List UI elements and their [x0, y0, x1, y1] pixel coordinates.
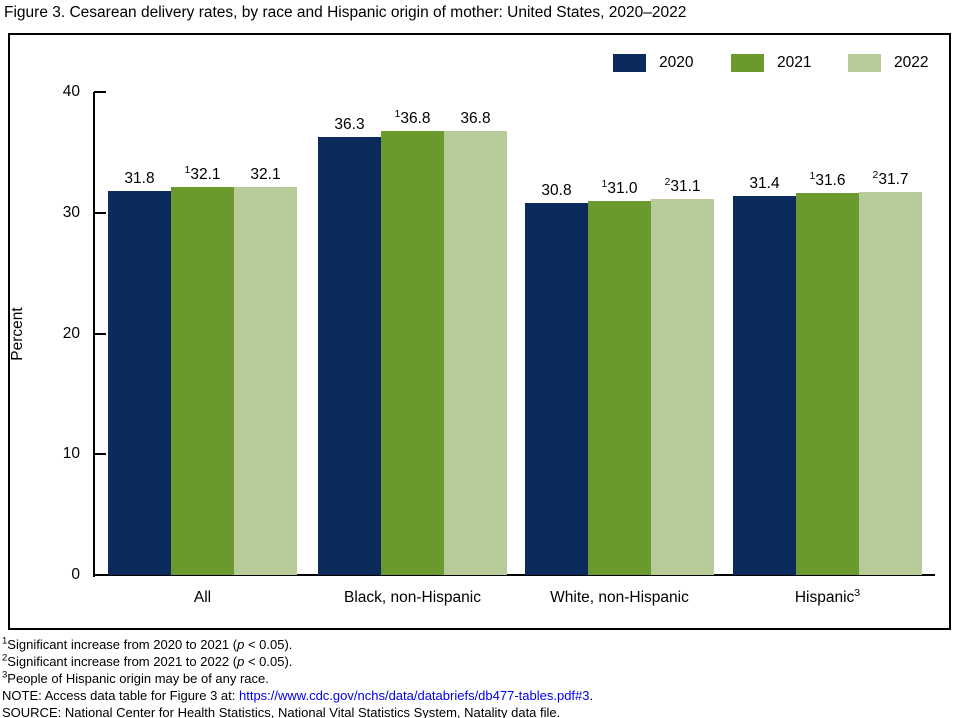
y-tick-label-10: 10 — [62, 445, 80, 463]
bar-value-2021-Hispanic: 131.6 — [809, 170, 846, 190]
bar-value-2020-White, non-Hispanic: 30.8 — [541, 182, 572, 200]
legend-item-2020: 2020 — [613, 53, 693, 73]
bar-2020-Hispanic — [733, 195, 796, 575]
category-label-White, non-Hispanic: White, non-Hispanic — [550, 589, 689, 606]
footnote-2-post: < 0.05). — [244, 654, 293, 669]
legend-item-2022: 2022 — [848, 53, 928, 73]
footnote-3-sup: 3 — [2, 669, 8, 681]
bar-2020-White, non-Hispanic — [525, 203, 588, 575]
bar-2021-Black, non-Hispanic — [381, 130, 444, 575]
bar-2022-Hispanic — [859, 192, 922, 575]
footnote-1-sup: 1 — [2, 635, 8, 647]
y-axis-title: Percent — [9, 307, 26, 361]
legend-swatch-2020 — [613, 54, 646, 72]
footnote-2-text: Significant increase from 2021 to 2022 ( — [7, 654, 238, 669]
note-after: . — [589, 688, 594, 703]
legend-label-2022: 2022 — [894, 54, 929, 71]
footnote-3-text: People of Hispanic origin may be of any … — [7, 671, 269, 686]
note-line: NOTE: Access data table for Figure 3 at:… — [2, 688, 593, 703]
bar-2022-White, non-Hispanic — [651, 199, 714, 575]
bar-2022-Black, non-Hispanic — [444, 130, 507, 575]
bar-value-2022-White, non-Hispanic: 231.1 — [664, 176, 701, 196]
bar-2020-Black, non-Hispanic — [318, 136, 381, 575]
footnote-1-post: < 0.05). — [244, 637, 293, 652]
data-table-link[interactable]: https://www.cdc.gov/nchs/data/databriefs… — [239, 688, 590, 703]
category-label-Hispanic: Hispanic3 — [794, 586, 861, 606]
footnote-2: 2Significant increase from 2021 to 2022 … — [2, 652, 293, 669]
bar-value-2020-Hispanic: 31.4 — [749, 174, 780, 192]
footnote-2-sup: 2 — [2, 652, 8, 664]
bar-value-2020-All: 31.8 — [124, 170, 155, 187]
bar-2021-Hispanic — [796, 193, 859, 575]
x-axis-line — [93, 574, 935, 576]
y-tick-30 — [94, 211, 106, 214]
y-tick-0 — [94, 574, 106, 576]
bar-value-2021-All: 132.1 — [184, 164, 221, 184]
footnote-2-italic: p — [237, 654, 245, 669]
y-tick-label-20: 20 — [62, 324, 80, 342]
bar-value-2022-Hispanic: 231.7 — [872, 169, 909, 189]
y-tick-label-40: 40 — [62, 83, 80, 100]
bar-value-2022-All: 32.1 — [250, 166, 281, 184]
source-line: SOURCE: National Center for Health Stati… — [2, 705, 561, 718]
bar-2020-All — [108, 191, 171, 575]
legend-swatch-2022 — [848, 54, 881, 72]
category-label-All: All — [193, 589, 212, 606]
bar-value-2020-Black, non-Hispanic: 36.3 — [334, 115, 365, 133]
footnote-1: 1Significant increase from 2020 to 2021 … — [2, 635, 293, 652]
figure-title: Figure 3. Cesarean delivery rates, by ra… — [4, 4, 687, 21]
bar-2021-All — [171, 187, 234, 575]
y-tick-10 — [94, 453, 106, 456]
legend-swatch-2021 — [731, 54, 764, 72]
bar-value-2022-Black, non-Hispanic: 36.8 — [460, 109, 491, 127]
footnote-1-text: Significant increase from 2020 to 2021 ( — [7, 637, 238, 652]
legend-label-2020: 2020 — [659, 54, 694, 71]
bar-value-2021-White, non-Hispanic: 131.0 — [601, 177, 638, 197]
y-tick-20 — [94, 332, 106, 335]
legend-item-2021: 2021 — [731, 53, 811, 73]
bar-value-2021-Black, non-Hispanic: 136.8 — [394, 107, 431, 127]
bar-2022-All — [234, 187, 297, 575]
bar-2021-White, non-Hispanic — [588, 200, 651, 575]
note-label: NOTE: Access data table for Figure 3 at: — [2, 688, 239, 703]
footnote-3: 3People of Hispanic origin may be of any… — [2, 669, 269, 686]
y-axis-line — [93, 92, 95, 577]
category-label-Black, non-Hispanic: Black, non-Hispanic — [344, 589, 481, 606]
y-tick-40 — [94, 91, 106, 93]
y-tick-label-30: 30 — [62, 203, 80, 221]
footnote-1-italic: p — [237, 637, 245, 652]
y-tick-label-0: 0 — [71, 566, 80, 583]
legend-label-2021: 2021 — [777, 54, 812, 71]
